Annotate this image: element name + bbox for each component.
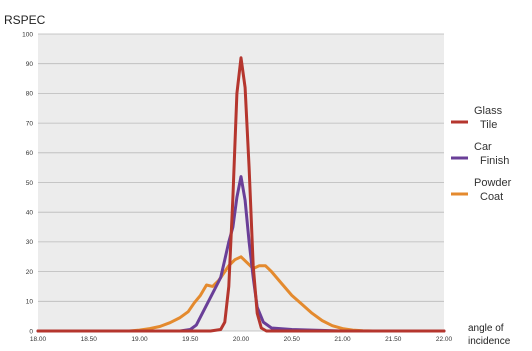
y-tick-label: 90	[26, 61, 34, 68]
y-tick-label: 10	[26, 299, 34, 306]
legend-label: Car Finish	[474, 141, 509, 167]
legend-label: Powder Coat	[474, 177, 512, 203]
y-tick-label: 50	[26, 180, 34, 187]
y-tick-label: 20	[26, 269, 34, 276]
x-tick-label: 19.50	[182, 336, 199, 343]
y-tick-label: 70	[26, 120, 34, 127]
x-tick-label: 20.00	[233, 336, 250, 343]
y-tick-label: 0	[29, 328, 33, 335]
series-line-powder-coat	[36, 255, 446, 333]
x-tick-label: 19.00	[131, 336, 148, 343]
series-lines	[36, 56, 446, 333]
y-tick-label: 100	[22, 31, 33, 38]
x-tick-label: 21.50	[385, 336, 402, 343]
x-tick-label: 20.50	[284, 336, 301, 343]
y-tick-label: 30	[26, 239, 34, 246]
y-tick-label: 80	[26, 91, 34, 98]
x-axis-title: angle of incidence	[468, 323, 511, 347]
x-tick-labels: 18.00 18.50 19.00 19.50 20.00 20.50 21.00 21.50…	[30, 336, 453, 343]
legend-label: Glass Tile	[474, 105, 503, 131]
x-tick-label: 18.00	[30, 336, 47, 343]
series-line-glass-tile	[36, 56, 446, 333]
x-axis-title-line: incidence	[468, 336, 511, 347]
y-axis-title: RSPEC	[4, 13, 46, 27]
y-tick-label: 40	[26, 210, 34, 217]
x-tick-label: 18.50	[81, 336, 98, 343]
x-tick-label: 22.00	[436, 336, 453, 343]
x-tick-label: 21.00	[334, 336, 351, 343]
y-tick-labels: 0 10 20 30 40 50 60 70 80 90 100	[22, 31, 33, 335]
y-tick-label: 60	[26, 150, 34, 157]
legend: Glass Tile Car Finish Powder Coat	[451, 105, 512, 203]
series-line-car-finish	[36, 175, 446, 333]
x-axis-title-line: angle of	[468, 323, 504, 334]
